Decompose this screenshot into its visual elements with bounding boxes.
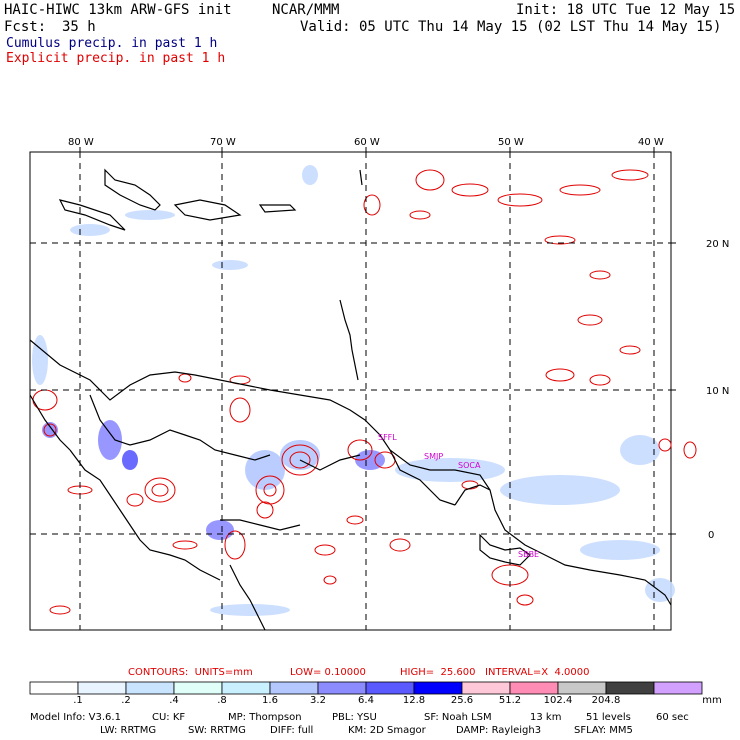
station-label: SMJP — [424, 452, 443, 461]
model-version: Model Info: V3.6.1 — [30, 712, 121, 723]
model-mp: MP: Thompson — [228, 712, 302, 723]
colorbar-swatch — [653, 681, 703, 695]
colorbar-tick: 12.8 — [402, 695, 426, 706]
colorbar-tick: 25.6 — [450, 695, 474, 706]
contours-high: HIGH= 25.600 — [400, 667, 476, 678]
model-damp: DAMP: Rayleigh3 — [456, 725, 542, 736]
colorbar-tick: .1 — [73, 695, 83, 706]
station-label: SBBE — [518, 550, 539, 559]
model-pbl: PBL: YSU — [332, 712, 377, 723]
colorbar-tick: 102.4 — [543, 695, 573, 706]
model-res: 13 km — [530, 712, 562, 723]
valid-time: Valid: 05 UTC Thu 14 May 15 (02 LST Thu … — [300, 19, 722, 35]
contours-info: CONTOURS: UNITS=mm LOW= 0.10000 HIGH= 25… — [0, 667, 740, 722]
coastline-layer — [29, 168, 672, 631]
model-title: HAIC-HIWC 13km ARW-GFS init — [4, 2, 232, 18]
graticule — [30, 152, 671, 630]
station-label: SOCA — [458, 461, 481, 470]
org-label: NCAR/MMM — [272, 2, 340, 18]
colorbar-tick: 3.2 — [310, 695, 326, 706]
model-lw: LW: RRTMG — [100, 725, 157, 736]
init-time: Init: 18 UTC Tue 12 May 15 — [516, 2, 736, 18]
model-sw: SW: RRTMG — [188, 725, 246, 736]
colorbar-tick: .2 — [121, 695, 131, 706]
lon-label: 40 W — [638, 137, 664, 148]
cumulus-label: Cumulus precip. in past 1 h — [6, 36, 218, 51]
model-cu: CU: KF — [152, 712, 186, 723]
contours-units: CONTOURS: UNITS=mm — [128, 667, 253, 678]
contours-interval: INTERVAL=X 4.0000 — [485, 667, 590, 678]
model-sf: SF: Noah LSM — [424, 712, 492, 723]
colorbar — [29, 681, 703, 695]
model-km: KM: 2D Smagor — [348, 725, 426, 736]
lon-label: 70 W — [210, 137, 236, 148]
colorbar-tick: .4 — [169, 695, 179, 706]
frame-ticks — [79, 147, 676, 535]
lon-label: 60 W — [354, 137, 380, 148]
lon-label: 80 W — [68, 137, 94, 148]
colorbar-tick: 6.4 — [358, 695, 374, 706]
colorbar-tick: 204.8 — [591, 695, 621, 706]
lon-label: 50 W — [498, 137, 524, 148]
lat-label: 0 — [708, 530, 714, 541]
fcst-label: Fcst: — [4, 19, 47, 35]
model-diff: DIFF: full — [270, 725, 314, 736]
model-sflay: SFLAY: MM5 — [574, 725, 633, 736]
colorbar-tick: 51.2 — [498, 695, 522, 706]
fcst-value: 35 h — [62, 19, 96, 35]
lat-label: 20 N — [706, 239, 729, 250]
model-levels: 51 levels — [586, 712, 631, 723]
colorbar-tick: 1.6 — [262, 695, 278, 706]
colorbar-units: mm — [702, 695, 722, 706]
lat-label: 10 N — [706, 386, 729, 397]
contours-low: LOW= 0.10000 — [290, 667, 366, 678]
colorbar-tick: .8 — [217, 695, 227, 706]
model-timestep: 60 sec — [656, 712, 689, 723]
map-frame — [29, 151, 672, 631]
station-label: SFFL — [378, 433, 397, 442]
explicit-label: Explicit precip. in past 1 h — [6, 51, 226, 66]
